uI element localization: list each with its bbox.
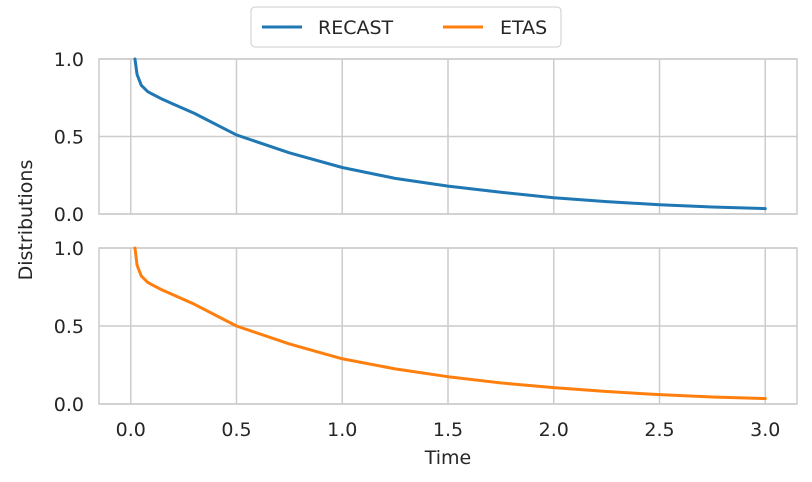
- panel-etas: 0.0 0.5 1.0: [54, 238, 798, 416]
- y-tick-label: 1.0: [54, 49, 84, 71]
- panels: 0.0 0.5 1.0 0.0 0.5 1.0 0.0 0.5 1.0 1.5 2.0 2.5 3.0: [54, 49, 798, 441]
- panel-frame: [98, 247, 798, 405]
- panel-recast: 0.0 0.5 1.0: [54, 49, 798, 226]
- panel-frame: [98, 58, 798, 215]
- x-tick-label: 1.0: [327, 419, 357, 441]
- y-tick-label: 0.0: [54, 394, 84, 416]
- x-tick-label: 3.0: [750, 419, 780, 441]
- y-tick-label: 0.5: [54, 316, 84, 338]
- legend-label-recast: RECAST: [318, 17, 394, 39]
- x-tick-label: 0.5: [221, 419, 251, 441]
- x-tick-label: 2.0: [539, 419, 569, 441]
- x-tick-label: 0.0: [116, 419, 146, 441]
- y-axis-label: Distributions: [15, 160, 37, 281]
- series-line-etas: [133, 246, 767, 401]
- legend: RECAST ETAS: [250, 6, 562, 48]
- y-tick-label: 0.5: [54, 127, 84, 149]
- x-axis-label: Time: [424, 447, 472, 469]
- legend-label-etas: ETAS: [500, 17, 547, 39]
- x-tick-label: 1.5: [433, 419, 463, 441]
- legend-box: [250, 6, 562, 48]
- x-tick-label: 2.5: [644, 419, 674, 441]
- series-line-recast: [133, 57, 767, 211]
- y-tick-label: 1.0: [54, 238, 84, 260]
- y-tick-label: 0.0: [54, 204, 84, 226]
